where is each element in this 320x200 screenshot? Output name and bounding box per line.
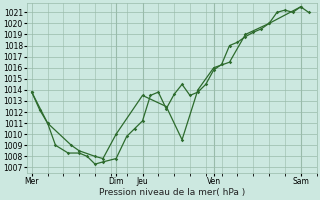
X-axis label: Pression niveau de la mer( hPa ): Pression niveau de la mer( hPa ) xyxy=(99,188,245,197)
